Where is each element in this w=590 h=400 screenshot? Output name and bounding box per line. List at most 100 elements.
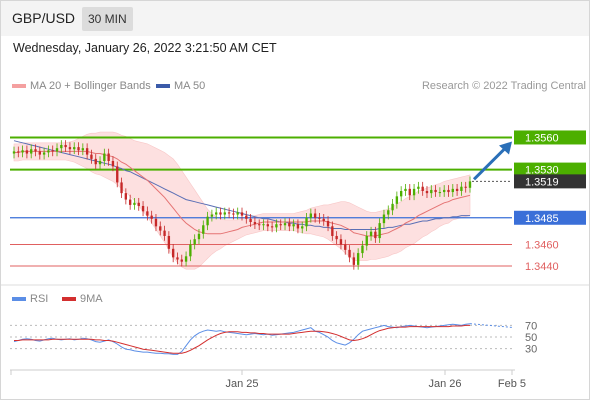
candle-body: [438, 192, 442, 194]
candle-body: [184, 256, 188, 262]
candle-body: [288, 223, 291, 227]
candle-body: [322, 218, 325, 221]
candle-body: [421, 186, 424, 191]
ma20-line: [14, 150, 471, 237]
candle-body: [128, 199, 132, 205]
candle-body: [94, 158, 97, 165]
legend-ma50: MA 50: [156, 80, 205, 92]
candle-body: [47, 150, 50, 153]
candle-body: [275, 224, 278, 228]
candle-body: [408, 188, 411, 196]
candle-body: [262, 224, 265, 226]
bollinger-fill: [13, 131, 471, 270]
symbol-label: GBP/USD: [12, 10, 76, 26]
candle-body: [331, 226, 334, 236]
timestamp: Wednesday, January 26, 2022 3:21:50 AM C…: [13, 41, 277, 55]
candle-body: [34, 149, 37, 152]
candle-body: [356, 253, 360, 265]
candle-body: [369, 231, 373, 236]
candle-body: [395, 196, 399, 204]
candle-body: [90, 154, 93, 159]
candle-body: [361, 245, 364, 254]
candle-body: [154, 218, 158, 227]
level-label-1.3560: 1.3560: [525, 132, 559, 144]
rsi-tick-30: 30: [525, 344, 537, 356]
candle-body: [425, 191, 429, 194]
candle-body: [193, 239, 196, 245]
candle-body: [60, 144, 63, 149]
candle-body: [227, 212, 231, 214]
candle-body: [103, 153, 106, 162]
candle-body: [180, 259, 183, 262]
candle-body: [236, 212, 239, 215]
candle-body: [335, 235, 338, 240]
candle-body: [443, 189, 446, 193]
candle-body: [434, 189, 437, 193]
candle-body: [348, 249, 351, 258]
candle-body: [301, 226, 304, 229]
candle-body: [468, 181, 472, 188]
candle-body: [171, 248, 175, 258]
candle-body: [249, 218, 252, 223]
candle-body: [326, 220, 330, 227]
candle-body: [133, 202, 136, 205]
candle-body: [30, 149, 33, 154]
candle-body: [365, 235, 368, 246]
bollinger-band: [13, 131, 471, 270]
candle-body: [167, 235, 171, 249]
candle-body: [51, 150, 54, 152]
candle-body: [68, 147, 72, 150]
rsi-tick-70: 70: [525, 320, 537, 332]
candle-body: [464, 186, 467, 188]
candle-body: [296, 224, 300, 229]
level-label-1.3440: 1.3440: [525, 261, 559, 273]
candle-body: [460, 186, 463, 191]
candle-body: [21, 150, 24, 153]
candle-body: [215, 212, 218, 215]
rsi-ma-line: [14, 324, 470, 354]
candle-body: [38, 151, 41, 155]
candle-body: [258, 224, 261, 226]
ma20-legend-label: MA 20 + Bollinger Bands: [30, 80, 151, 92]
candle-body: [219, 212, 222, 215]
candle-body: [17, 151, 20, 153]
candle-body: [399, 191, 403, 197]
candle-body: [283, 223, 287, 226]
candle-body: [266, 224, 269, 227]
candle-body: [339, 239, 343, 245]
candle-body: [451, 188, 454, 193]
level-label-1.3519: 1.3519: [525, 176, 559, 188]
candle-body: [374, 231, 377, 239]
candle-body: [417, 186, 420, 189]
rsi-ma-swatch: [62, 297, 76, 302]
header-bar: GBP/USD 30 MIN: [0, 0, 590, 36]
candle-body: [146, 211, 149, 216]
candle-body: [253, 222, 257, 225]
candle-body: [124, 193, 128, 200]
ma20-swatch: [12, 84, 26, 89]
candle-body: [176, 257, 179, 260]
candle-body: [447, 189, 450, 193]
candle-body: [55, 148, 59, 152]
candle-body: [313, 213, 317, 218]
x-tick-label: Jan 25: [225, 378, 258, 390]
candle-body: [240, 212, 244, 216]
level-label-1.3460: 1.3460: [525, 240, 559, 252]
candle-body: [245, 215, 248, 219]
candles: [12, 140, 472, 270]
candle-body: [116, 166, 119, 183]
candle-body: [391, 203, 394, 211]
candle-body: [159, 226, 162, 231]
legend-rsi-ma: 9MA: [62, 293, 103, 305]
timeframe-badge[interactable]: 30 MIN: [82, 7, 133, 31]
level-label-1.3530: 1.3530: [525, 165, 559, 177]
candle-body: [352, 257, 356, 265]
candle-body: [430, 189, 433, 194]
candle-body: [202, 225, 205, 234]
x-tick-label: Feb 5: [498, 378, 526, 390]
candle-body: [378, 223, 381, 239]
candle-body: [318, 217, 321, 219]
attribution: Research © 2022 Trading Central: [421, 80, 586, 92]
